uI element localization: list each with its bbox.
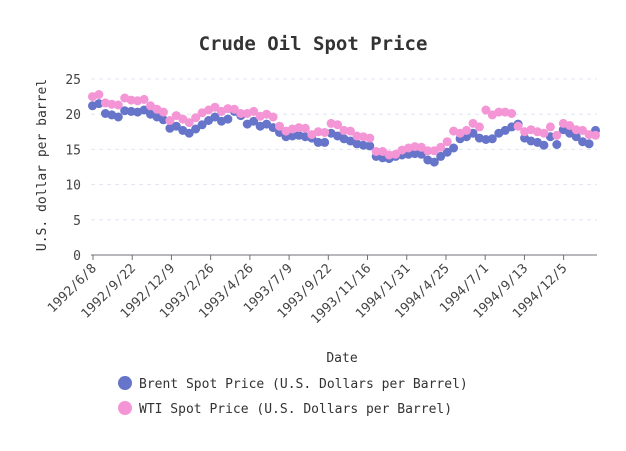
legend: Brent Spot Price (U.S. Dollars per Barre…	[118, 376, 468, 417]
data-point[interactable]	[229, 104, 239, 114]
grid	[91, 78, 597, 221]
data-point[interactable]	[442, 147, 452, 157]
data-point[interactable]	[210, 102, 220, 112]
data-point[interactable]	[107, 99, 117, 109]
data-point[interactable]	[584, 139, 594, 149]
data-point[interactable]	[184, 128, 194, 138]
x-axis-ticks: 1992/6/81992/9/221992/12/91993/2/261993/…	[45, 255, 570, 327]
data-point[interactable]	[552, 140, 562, 149]
data-point[interactable]	[410, 142, 420, 152]
data-point[interactable]	[223, 104, 233, 114]
x-axis-label: Date	[326, 351, 357, 366]
data-point[interactable]	[287, 131, 297, 141]
data-point[interactable]	[191, 124, 201, 134]
data-point[interactable]	[223, 114, 233, 124]
data-point[interactable]	[313, 137, 323, 147]
data-point[interactable]	[249, 116, 259, 126]
data-point[interactable]	[94, 99, 104, 109]
data-point[interactable]	[345, 126, 355, 136]
y-tick-label: 20	[65, 108, 81, 123]
series-wti	[88, 90, 600, 160]
data-point[interactable]	[513, 121, 523, 131]
data-point[interactable]	[507, 109, 517, 118]
data-point[interactable]	[552, 130, 562, 140]
data-point[interactable]	[539, 140, 549, 150]
data-point[interactable]	[191, 113, 201, 123]
y-tick-label: 0	[73, 249, 81, 264]
data-point[interactable]	[423, 146, 433, 156]
data-point[interactable]	[371, 147, 381, 156]
y-axis-ticks: 0 5 10 15 20 25	[65, 73, 81, 264]
y-axis-label: U.S. dollar per barrel	[35, 79, 50, 251]
data-point[interactable]	[449, 143, 459, 153]
data-point[interactable]	[275, 121, 284, 131]
data-point[interactable]	[494, 107, 504, 117]
data-point[interactable]	[436, 142, 446, 152]
y-tick-label: 15	[65, 143, 81, 158]
chart-title: Crude Oil Spot Price	[199, 33, 428, 55]
data-point[interactable]	[210, 112, 220, 122]
data-point[interactable]	[565, 121, 575, 130]
data-point[interactable]	[333, 120, 343, 130]
data-point[interactable]	[481, 105, 491, 115]
data-point[interactable]	[365, 133, 375, 143]
data-point[interactable]	[313, 127, 323, 137]
legend-label-brent: Brent Spot Price (U.S. Dollars per Barre…	[139, 377, 468, 392]
legend-marker-wti	[118, 401, 132, 415]
data-points	[88, 90, 600, 167]
data-point[interactable]	[113, 100, 123, 110]
data-point[interactable]	[487, 134, 497, 144]
legend-item-brent[interactable]: Brent Spot Price (U.S. Dollars per Barre…	[118, 376, 468, 392]
data-point[interactable]	[384, 150, 394, 160]
data-point[interactable]	[571, 132, 581, 142]
data-point[interactable]	[158, 107, 168, 117]
data-point[interactable]	[442, 137, 452, 147]
data-point[interactable]	[139, 94, 149, 104]
y-tick-label: 10	[65, 179, 81, 194]
data-point[interactable]	[184, 118, 194, 128]
data-point[interactable]	[320, 128, 330, 137]
data-point[interactable]	[165, 116, 175, 125]
data-point[interactable]	[113, 112, 123, 122]
data-point[interactable]	[197, 120, 207, 130]
data-point[interactable]	[300, 123, 310, 133]
data-point[interactable]	[320, 137, 330, 147]
data-point[interactable]	[158, 115, 168, 125]
data-point[interactable]	[120, 106, 130, 116]
data-point[interactable]	[236, 109, 246, 118]
data-point[interactable]	[474, 122, 484, 132]
data-point[interactable]	[391, 149, 401, 159]
data-point[interactable]	[171, 121, 181, 131]
legend-label-wti: WTI Spot Price (U.S. Dollars per Barrel)	[139, 402, 452, 417]
data-point[interactable]	[436, 151, 446, 161]
data-point[interactable]	[139, 105, 149, 115]
data-point[interactable]	[545, 122, 555, 132]
data-point[interactable]	[429, 157, 439, 167]
data-point[interactable]	[358, 140, 368, 150]
data-point[interactable]	[578, 125, 588, 135]
y-tick-label: 25	[65, 73, 81, 88]
data-point[interactable]	[268, 112, 278, 122]
y-tick-label: 5	[73, 214, 81, 229]
legend-marker-brent	[118, 376, 132, 390]
data-point[interactable]	[539, 128, 549, 138]
data-point[interactable]	[94, 90, 104, 99]
data-point[interactable]	[462, 125, 471, 135]
data-point[interactable]	[591, 130, 600, 140]
data-point[interactable]	[365, 141, 375, 151]
data-point[interactable]	[410, 149, 420, 159]
data-point[interactable]	[249, 106, 259, 116]
legend-item-wti[interactable]: WTI Spot Price (U.S. Dollars per Barrel)	[118, 401, 452, 417]
